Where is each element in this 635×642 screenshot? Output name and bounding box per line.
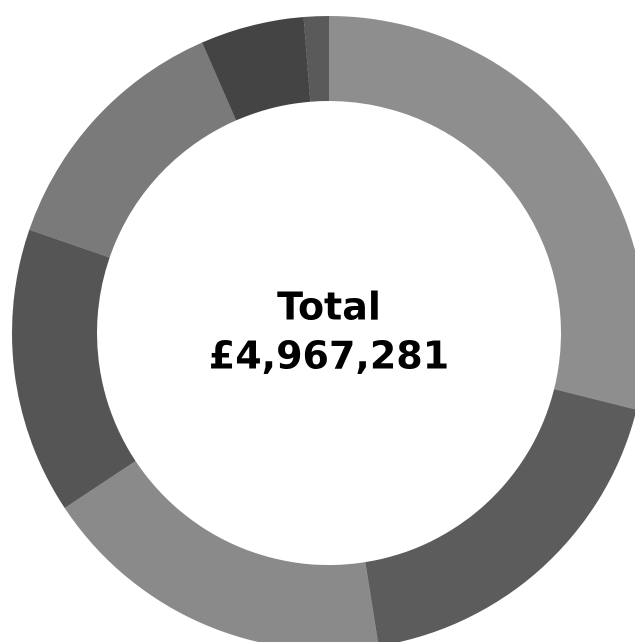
segment [303,16,329,102]
center-label: Total [277,285,381,329]
segment [202,17,311,121]
segment [29,42,237,258]
segment [329,16,635,410]
segment [12,229,136,508]
segment [64,461,378,642]
center-value: £4,967,281 [209,334,449,378]
donut [12,16,635,642]
segment [365,389,635,642]
